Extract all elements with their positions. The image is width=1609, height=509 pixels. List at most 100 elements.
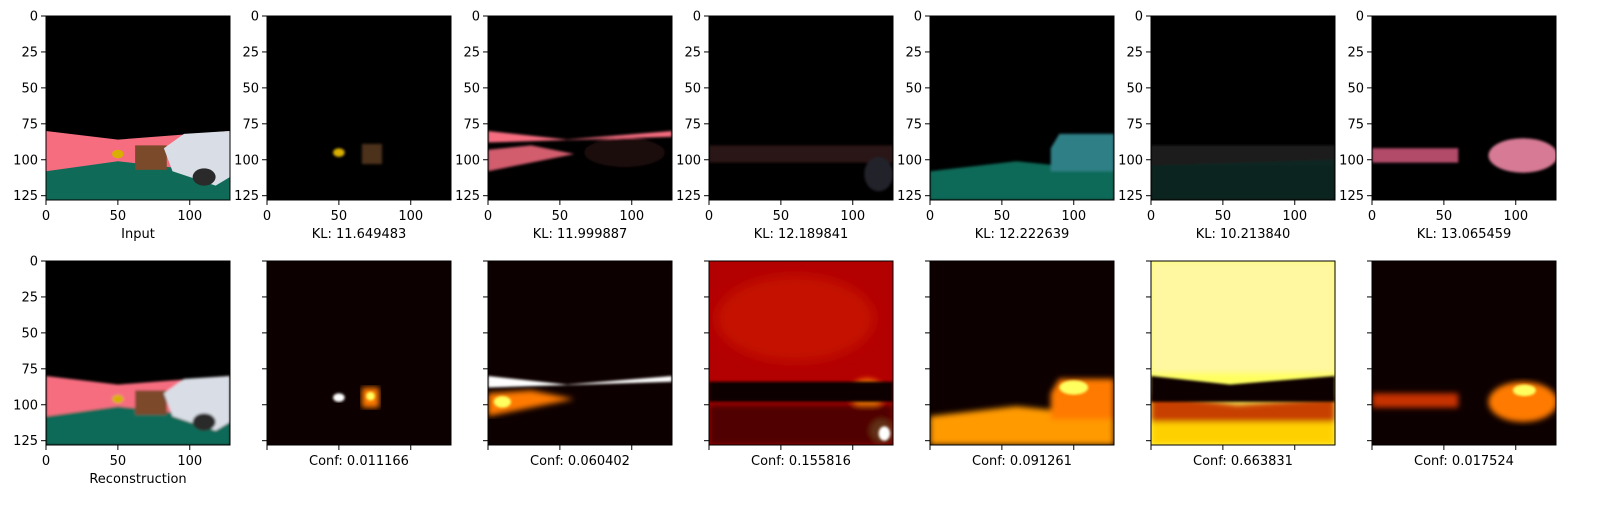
x-tick-label: 100 — [619, 209, 644, 224]
y-tick-label: 125 — [1118, 189, 1143, 204]
y-tick-label: 50 — [242, 81, 259, 96]
y-tick-label: 50 — [1126, 81, 1143, 96]
panel-label: KL: 12.222639 — [975, 227, 1070, 242]
y-tick-label: 25 — [21, 45, 38, 60]
panel-r1-c3: 0 50 100 0 25 50 75 100 125 KL: 11.999887 — [455, 10, 673, 242]
y-tick-label: 75 — [463, 117, 480, 132]
panel-label: KL: 13.065459 — [1417, 227, 1512, 242]
axes-frame — [45, 260, 231, 446]
panel-image — [709, 261, 893, 445]
y-tick-label: 100 — [676, 153, 701, 168]
x-tick-label: 50 — [994, 209, 1011, 224]
panel-r1-c4: 0 50 100 0 25 50 75 100 125 KL: 12.189841 — [676, 10, 894, 242]
y-tick-label: 50 — [684, 81, 701, 96]
axes-frame — [708, 15, 894, 201]
panel-image — [1372, 261, 1556, 445]
panel-image — [1151, 16, 1335, 200]
axes-frame — [1150, 15, 1336, 201]
panel-image — [1372, 16, 1556, 200]
y-tick-label: 100 — [1339, 153, 1364, 168]
x-tick-label: 50 — [552, 209, 569, 224]
panel-label: Conf: 0.017524 — [1414, 454, 1514, 469]
y-tick-label: 75 — [1347, 117, 1364, 132]
x-tick-label: 0 — [42, 209, 50, 224]
y-tick-label: 0 — [693, 10, 701, 25]
y-tick-label: 75 — [21, 362, 38, 377]
axes-frame — [1371, 15, 1557, 201]
y-tick-label: 25 — [463, 45, 480, 60]
panel-image — [1151, 261, 1335, 445]
panel-r1-c5: 0 50 100 0 25 50 75 100 125 KL: 12.222639 — [897, 10, 1115, 242]
y-tick-label: 125 — [676, 189, 701, 204]
panel-image — [488, 261, 672, 445]
axes-frame — [1371, 260, 1557, 446]
y-tick-label: 25 — [1347, 45, 1364, 60]
y-tick-label: 0 — [914, 10, 922, 25]
y-tick-label: 75 — [21, 117, 38, 132]
x-tick-label: 0 — [926, 209, 934, 224]
panel-image — [488, 16, 672, 200]
x-tick-label: 50 — [110, 454, 127, 469]
y-tick-label: 125 — [455, 189, 480, 204]
x-tick-label: 50 — [1215, 209, 1232, 224]
panel-r1-c7: 0 50 100 0 25 50 75 100 125 KL: 13.065459 — [1339, 10, 1557, 242]
panel-image — [46, 16, 230, 200]
y-tick-label: 50 — [21, 326, 38, 341]
x-tick-label: 0 — [263, 209, 271, 224]
y-tick-label: 75 — [1126, 117, 1143, 132]
y-tick-label: 25 — [242, 45, 259, 60]
x-tick-label: 0 — [1368, 209, 1376, 224]
panel-image — [930, 16, 1114, 200]
panel-label: Conf: 0.011166 — [309, 454, 409, 469]
x-tick-label: 50 — [773, 209, 790, 224]
axes-frame — [929, 15, 1115, 201]
y-tick-label: 100 — [13, 153, 38, 168]
panel-label: Conf: 0.060402 — [530, 454, 630, 469]
panel-label: Conf: 0.155816 — [751, 454, 851, 469]
panel-image — [46, 261, 230, 445]
y-tick-label: 0 — [1356, 10, 1364, 25]
y-tick-label: 100 — [455, 153, 480, 168]
panel-image — [709, 16, 893, 200]
x-tick-label: 50 — [1436, 209, 1453, 224]
y-tick-label: 0 — [472, 10, 480, 25]
y-tick-label: 0 — [251, 10, 259, 25]
y-tick-label: 50 — [21, 81, 38, 96]
x-tick-label: 0 — [705, 209, 713, 224]
panel-r1-c2: 0 50 100 0 25 50 75 100 125 KL: 11.649483 — [234, 10, 452, 242]
panel-r2-c5: Conf: 0.091261 — [925, 260, 1115, 469]
x-tick-label: 50 — [331, 209, 348, 224]
y-tick-label: 75 — [242, 117, 259, 132]
panel-label: KL: 10.213840 — [1196, 227, 1291, 242]
y-tick-label: 0 — [30, 10, 38, 25]
axes-frame — [1150, 260, 1336, 446]
panel-label: Reconstruction — [89, 472, 186, 487]
panel-r2-c6: Conf: 0.663831 — [1146, 260, 1336, 469]
y-tick-label: 125 — [1339, 189, 1364, 204]
x-tick-label: 100 — [398, 209, 423, 224]
y-tick-label: 50 — [905, 81, 922, 96]
panel-r1-c1: 0 50 100 0 25 50 75 100 125 Input — [13, 10, 231, 242]
y-tick-label: 125 — [13, 434, 38, 449]
y-tick-label: 100 — [234, 153, 259, 168]
y-tick-label: 100 — [13, 398, 38, 413]
panel-r1-c6: 0 50 100 0 25 50 75 100 125 KL: 10.213840 — [1118, 10, 1336, 242]
panel-image — [267, 261, 451, 445]
axes-frame — [266, 260, 452, 446]
panel-label: KL: 11.649483 — [312, 227, 407, 242]
x-tick-label: 100 — [840, 209, 865, 224]
y-tick-label: 50 — [463, 81, 480, 96]
panel-r2-c2: Conf: 0.011166 — [262, 260, 452, 469]
x-tick-label: 0 — [42, 454, 50, 469]
x-tick-label: 0 — [1147, 209, 1155, 224]
panel-image — [930, 261, 1114, 445]
panel-label: KL: 12.189841 — [754, 227, 849, 242]
y-tick-label: 100 — [897, 153, 922, 168]
axes-frame — [266, 15, 452, 201]
y-tick-label: 25 — [905, 45, 922, 60]
x-tick-label: 100 — [1503, 209, 1528, 224]
axes-frame — [487, 15, 673, 201]
y-tick-label: 0 — [1135, 10, 1143, 25]
panel-r2-c3: Conf: 0.060402 — [483, 260, 673, 469]
